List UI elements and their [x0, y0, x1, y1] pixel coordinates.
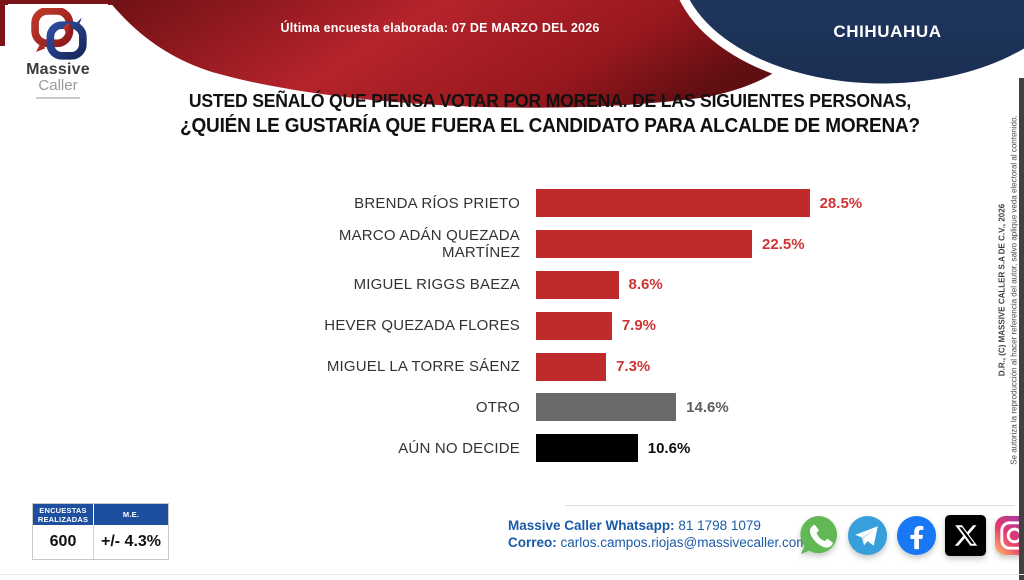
contact-info: Massive Caller Whatsapp: 81 1798 1079 Co…	[508, 518, 808, 552]
right-edge-border	[1019, 78, 1024, 580]
logo-tagline-rule	[36, 97, 80, 99]
facebook-icon[interactable]	[895, 514, 938, 557]
bottom-edge-line	[0, 574, 1024, 575]
bar-value: 28.5%	[819, 194, 863, 212]
chart-row: HEVER QUEZADA FLORES 7.9%	[265, 305, 862, 346]
bar-label: MARCO ADÁN QUEZADA MARTÍNEZ	[338, 227, 520, 262]
contact-email-address[interactable]: carlos.campos.riojas@massivecaller.com	[556, 534, 808, 550]
logo-text-caller: Caller	[38, 76, 78, 94]
contact-email-label: Correo:	[508, 534, 557, 550]
red-swoosh	[108, 0, 813, 108]
bar-value: 10.6%	[647, 439, 691, 457]
header-ribbon	[0, 0, 1024, 108]
bar	[536, 311, 612, 340]
chart-row: MIGUEL LA TORRE SÁENZ 7.3%	[265, 346, 862, 387]
bar-label: HEVER QUEZADA FLORES	[324, 317, 520, 335]
copyright-line1: D.R., (C) MASSIVE CALLER S.A DE C.V., 20…	[997, 203, 1007, 377]
stats-header-me: M.E.	[122, 510, 140, 519]
stats-header-encuestas: ENCUESTAS REALIZADAS	[33, 504, 94, 525]
copyright-vertical-text: D.R., (C) MASSIVE CALLER S.A DE C.V., 20…	[997, 115, 1022, 465]
chart-row: MIGUEL RIGGS BAEZA 8.6%	[265, 265, 862, 306]
bar-label: AÚN NO DECIDE	[398, 439, 520, 457]
banner-date-text: Última encuesta elaborada: 07 DE MARZO D…	[280, 21, 600, 35]
contact-email-line: Correo: carlos.campos.riojas@massivecall…	[508, 535, 808, 552]
bar-label: OTRO	[475, 398, 520, 416]
chart-row: OTRO 14.6%	[265, 387, 862, 428]
sample-stats-table: ENCUESTAS REALIZADAS M.E. 600 +/- 4.3%	[32, 503, 169, 560]
poll-bar-chart: BRENDA RÍOS PRIETO 28.5% MARCO ADÁN QUEZAD…	[265, 183, 862, 469]
chart-row: AÚN NO DECIDE 10.6%	[265, 428, 862, 469]
bar-value: 14.6%	[686, 398, 729, 416]
region-title: CHIHUAHUA	[833, 22, 942, 41]
blue-curve	[679, 0, 1024, 93]
bar	[536, 270, 619, 299]
bar-value: 7.9%	[621, 317, 657, 335]
bar	[536, 189, 810, 218]
left-red-sliver	[0, 4, 5, 46]
bar	[536, 352, 607, 381]
x-twitter-icon[interactable]	[944, 514, 987, 557]
bar	[536, 393, 677, 422]
bar-value: 7.3%	[616, 358, 651, 376]
bar-label: BRENDA RÍOS PRIETO	[354, 194, 520, 212]
chart-row: BRENDA RÍOS PRIETO 28.5%	[265, 183, 862, 224]
bar	[536, 434, 638, 463]
telegram-icon[interactable]	[846, 514, 889, 557]
stats-value-sample-size: 600	[33, 525, 94, 559]
footer-divider-line	[565, 505, 1015, 506]
question-title-line1: USTED SEÑALÓ QUE PIENSA VOTAR POR MORENA…	[188, 90, 912, 111]
question-title-line2: ¿QUIÉN LE GUSTARÍA QUE FUERA EL CANDIDAT…	[180, 115, 920, 137]
question-title: USTED SEÑALÓ QUE PIENSA VOTAR POR MORENA…	[120, 90, 980, 138]
chart-row: MARCO ADÁN QUEZADA MARTÍNEZ 22.5%	[265, 224, 862, 265]
top-red-strip	[0, 0, 118, 5]
bar-label: MIGUEL LA TORRE SÁENZ	[326, 358, 520, 376]
logo-text-massive: Massive	[26, 60, 90, 78]
bar-value: 22.5%	[762, 235, 805, 253]
massive-caller-logo: Massive Caller	[8, 4, 108, 99]
bar	[536, 230, 752, 259]
whatsapp-icon[interactable]	[797, 514, 840, 557]
social-icons-row	[797, 514, 1024, 557]
contact-whatsapp-line: Massive Caller Whatsapp: 81 1798 1079	[508, 518, 808, 535]
logo-mark-icon	[31, 8, 87, 60]
contact-whatsapp-number[interactable]: 81 1798 1079	[674, 518, 761, 533]
bar-label: MIGUEL RIGGS BAEZA	[353, 276, 520, 294]
stats-value-margin-error: +/- 4.3%	[100, 533, 162, 550]
contact-whatsapp-label: Massive Caller Whatsapp:	[508, 518, 675, 533]
bar-value: 8.6%	[628, 276, 663, 294]
